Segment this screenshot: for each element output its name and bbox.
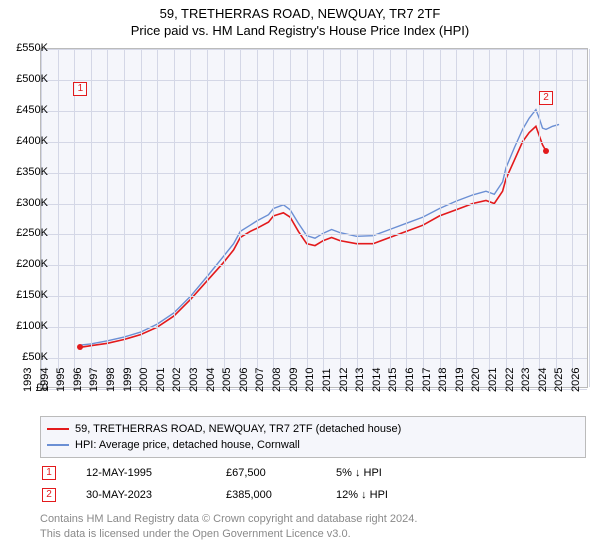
x-axis-label: 2006 <box>238 368 250 392</box>
legend: 59, TRETHERRAS ROAD, NEWQUAY, TR7 2TF (d… <box>40 416 586 458</box>
x-axis-label: 1999 <box>122 368 134 392</box>
transaction-price: £385,000 <box>226 489 306 501</box>
x-axis-label: 2015 <box>387 368 399 392</box>
x-axis-label: 2020 <box>470 368 482 392</box>
chart-marker-dot-2 <box>543 148 549 154</box>
x-axis-label: 2018 <box>437 368 449 392</box>
x-axis-label: 2001 <box>155 368 167 392</box>
x-axis-label: 1995 <box>55 368 67 392</box>
page-title: 59, TRETHERRAS ROAD, NEWQUAY, TR7 2TF <box>0 0 600 21</box>
transaction-diff: 5% ↓ HPI <box>336 467 382 479</box>
x-axis-label: 2025 <box>553 368 565 392</box>
x-axis-label: 1996 <box>72 368 84 392</box>
x-axis-label: 2007 <box>254 368 266 392</box>
legend-label: 59, TRETHERRAS ROAD, NEWQUAY, TR7 2TF (d… <box>75 421 401 437</box>
x-axis-label: 2000 <box>138 368 150 392</box>
chart-marker-dot-1 <box>77 344 83 350</box>
price-chart: 12 1993199419951996199719981999200020012… <box>40 48 588 408</box>
transaction-row: 1 12-MAY-1995 £67,500 5% ↓ HPI <box>40 466 588 480</box>
x-axis-label: 2016 <box>404 368 416 392</box>
transaction-marker: 1 <box>42 466 56 480</box>
x-axis-label: 2024 <box>537 368 549 392</box>
page-subtitle: Price paid vs. HM Land Registry's House … <box>0 21 600 42</box>
y-axis-label: £550K <box>4 42 48 54</box>
transaction-date: 30-MAY-2023 <box>86 489 196 501</box>
x-axis-label: 2012 <box>338 368 350 392</box>
x-axis-label: 2014 <box>371 368 383 392</box>
transaction-row: 2 30-MAY-2023 £385,000 12% ↓ HPI <box>40 488 588 502</box>
legend-item: HPI: Average price, detached house, Corn… <box>47 437 579 453</box>
footnote-line2: This data is licensed under the Open Gov… <box>40 528 351 540</box>
legend-item: 59, TRETHERRAS ROAD, NEWQUAY, TR7 2TF (d… <box>47 421 579 437</box>
x-axis-label: 1997 <box>88 368 100 392</box>
x-axis-label: 2002 <box>171 368 183 392</box>
footnote-line1: Contains HM Land Registry data © Crown c… <box>40 513 417 525</box>
chart-marker-1: 1 <box>73 82 87 96</box>
transaction-marker: 2 <box>42 488 56 502</box>
y-axis-label: £400K <box>4 135 48 147</box>
x-axis-label: 1998 <box>105 368 117 392</box>
y-axis-label: £100K <box>4 320 48 332</box>
y-axis-label: £250K <box>4 227 48 239</box>
x-axis-label: 2003 <box>188 368 200 392</box>
y-axis-label: £500K <box>4 73 48 85</box>
x-axis-label: 2009 <box>288 368 300 392</box>
y-axis-label: £200K <box>4 258 48 270</box>
footnote: Contains HM Land Registry data © Crown c… <box>40 512 586 542</box>
x-axis-label: 2004 <box>205 368 217 392</box>
x-axis-label: 2023 <box>520 368 532 392</box>
x-axis-label: 2026 <box>570 368 582 392</box>
y-axis-label: £300K <box>4 197 48 209</box>
transaction-date: 12-MAY-1995 <box>86 467 196 479</box>
x-axis-label: 2021 <box>487 368 499 392</box>
y-axis-label: £50K <box>4 351 48 363</box>
transaction-price: £67,500 <box>226 467 306 479</box>
series-hpi <box>80 110 559 346</box>
y-axis-label: £350K <box>4 166 48 178</box>
y-axis-label: £450K <box>4 104 48 116</box>
legend-swatch <box>47 428 69 430</box>
x-axis-label: 2022 <box>504 368 516 392</box>
x-axis-label: 2017 <box>421 368 433 392</box>
plot-area: 12 <box>40 48 588 388</box>
legend-label: HPI: Average price, detached house, Corn… <box>75 437 300 453</box>
chart-marker-2: 2 <box>539 91 553 105</box>
x-axis-label: 2013 <box>354 368 366 392</box>
x-axis-label: 2010 <box>304 368 316 392</box>
x-axis-label: 2019 <box>454 368 466 392</box>
legend-swatch <box>47 444 69 446</box>
x-axis-label: 2005 <box>221 368 233 392</box>
y-axis-label: £150K <box>4 289 48 301</box>
x-axis-label: 2011 <box>321 368 333 392</box>
transaction-diff: 12% ↓ HPI <box>336 489 388 501</box>
series-price_paid <box>80 126 546 347</box>
x-axis-label: 2008 <box>271 368 283 392</box>
y-axis-label: £0 <box>4 382 48 394</box>
